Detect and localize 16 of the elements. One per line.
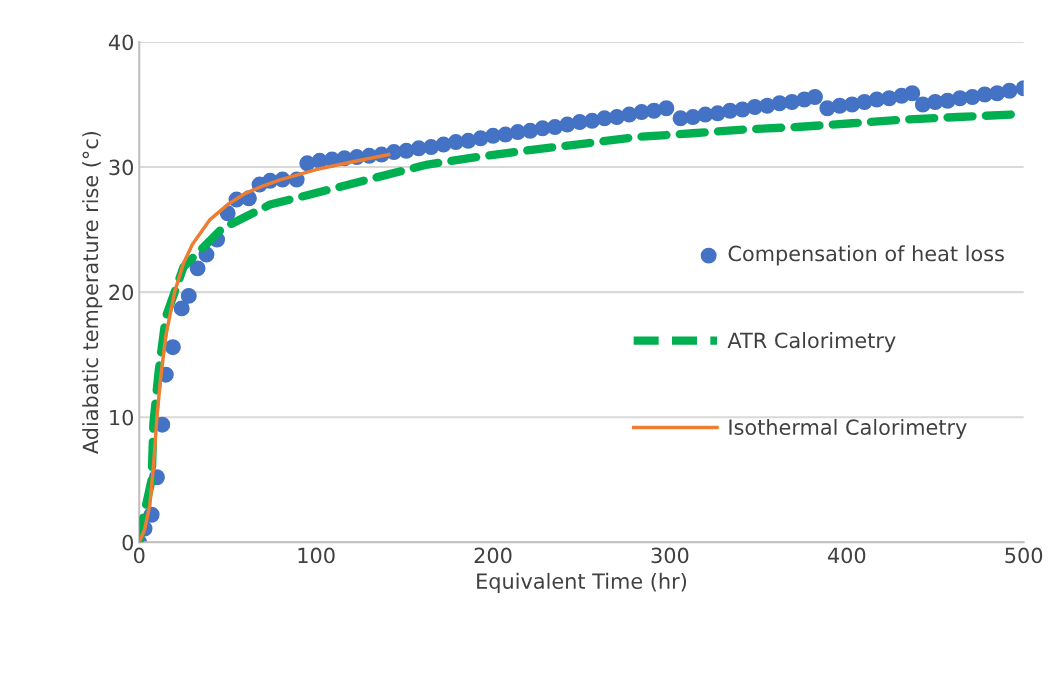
x-axis-title: Equivalent Time (hr) bbox=[477, 572, 687, 594]
x-tick-label: 0 bbox=[134, 547, 145, 564]
legend-label: ATR Calorimetry bbox=[727, 332, 896, 353]
y-tick-label: 20 bbox=[109, 284, 134, 301]
legend-label: Isothermal Calorimetry bbox=[729, 418, 967, 440]
legend-label: Compensation of heat loss bbox=[728, 245, 1004, 266]
x-tick-label: 400 bbox=[827, 547, 866, 564]
x-tick-label: 200 bbox=[474, 547, 512, 564]
y-axis-title: Adiabatic temperature rise (°c) bbox=[82, 131, 103, 454]
y-tick-label: 0 bbox=[122, 534, 134, 551]
x-tick-label: 100 bbox=[298, 547, 335, 564]
x-tick-label: 500 bbox=[1005, 547, 1043, 564]
x-tick-label: 300 bbox=[651, 547, 689, 564]
y-tick-label: 40 bbox=[108, 34, 134, 51]
y-tick-label: 10 bbox=[110, 409, 134, 426]
y-tick-label: 30 bbox=[109, 159, 134, 176]
